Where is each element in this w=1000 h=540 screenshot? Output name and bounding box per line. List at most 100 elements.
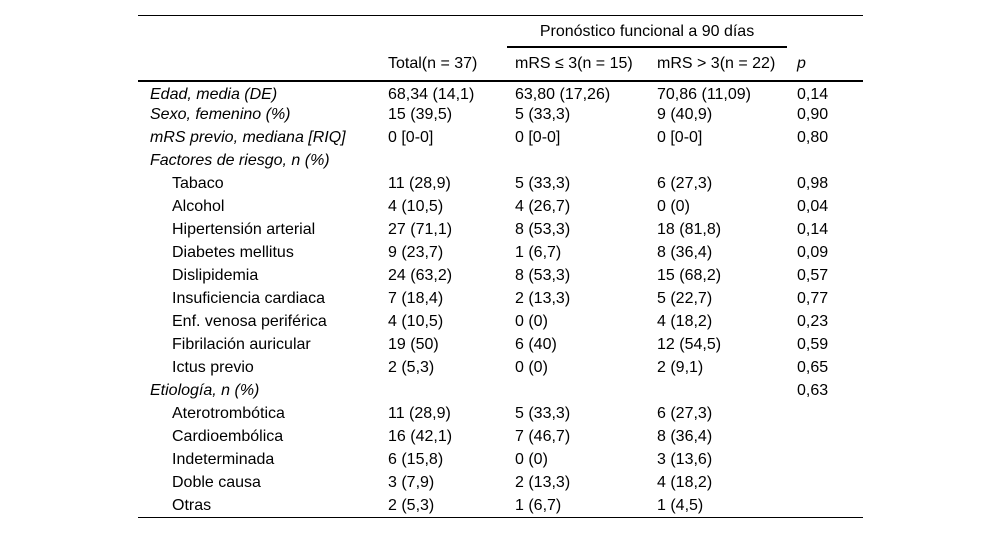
table-row: Cardioembólica 16 (42,1) 7 (46,7) 8 (36,… [138, 426, 863, 449]
cell-mrs-gt-3 [657, 380, 797, 403]
cell-p [797, 472, 863, 495]
cell-p [797, 449, 863, 472]
spanner-spacer-right [797, 16, 863, 48]
cell-p [797, 495, 863, 518]
cell-mrs-gt-3: 0 (0) [657, 198, 690, 215]
cell-total [388, 150, 515, 173]
row-label: Tabaco [172, 175, 224, 192]
cell-mrs-gt-3 [657, 150, 797, 173]
col-header-mrs-le-3: mRS ≤ 3(n = 15) [515, 47, 657, 82]
cell-p: 0,77 [797, 290, 829, 307]
row-label: Dislipidemia [172, 267, 259, 284]
row-label: Etiología, n (%) [150, 382, 260, 399]
table-header: Pronóstico funcional a 90 días Total(n =… [138, 16, 864, 82]
row-label: Indeterminada [172, 451, 275, 468]
cell-mrs-le-3: 5 (33,3) [515, 106, 571, 123]
cell-mrs-le-3 [515, 380, 657, 403]
table-row: Diabetes mellitus 9 (23,7) 1 (6,7) 8 (36… [138, 242, 863, 265]
cell-mrs-le-3: 2 (13,3) [515, 474, 571, 491]
cell-mrs-gt-3: 1 (4,5) [657, 496, 704, 514]
cell-mrs-le-3: 0 (0) [515, 313, 548, 330]
table-row: Aterotrombótica 11 (28,9) 5 (33,3) 6 (27… [138, 403, 863, 426]
row-label: Enf. venosa periférica [172, 313, 327, 330]
cell-total: 6 (15,8) [388, 451, 444, 468]
cell-p [797, 403, 863, 426]
table-row: Doble causa 3 (7,9) 2 (13,3) 4 (18,2) [138, 472, 863, 495]
cell-mrs-le-3: 5 (33,3) [515, 175, 571, 192]
table-row: Edad, media (DE) 68,34 (14,1) 63,80 (17,… [138, 81, 863, 104]
cell-mrs-gt-3: 15 (68,2) [657, 267, 722, 284]
table-section-row: Etiología, n (%) 0,63 [138, 380, 863, 403]
cell-total: 2 (5,3) [388, 359, 435, 376]
cell-mrs-gt-3: 18 (81,8) [657, 221, 722, 238]
cell-total: 9 (23,7) [388, 244, 444, 261]
cell-mrs-gt-3: 2 (9,1) [657, 359, 704, 376]
spanner-header: Pronóstico funcional a 90 días [507, 23, 788, 48]
cell-mrs-le-3: 0 [0-0] [515, 129, 561, 146]
cell-p: 0,98 [797, 175, 829, 192]
row-label: Factores de riesgo, n (%) [150, 152, 330, 169]
cell-mrs-gt-3: 5 (22,7) [657, 290, 713, 307]
table-row: Insuficiencia cardiaca 7 (18,4) 2 (13,3)… [138, 288, 863, 311]
cell-total: 68,34 (14,1) [388, 85, 475, 103]
cell-mrs-le-3: 5 (33,3) [515, 405, 571, 422]
cell-total: 3 (7,9) [388, 474, 435, 491]
cell-p [797, 150, 863, 173]
cell-mrs-le-3: 8 (53,3) [515, 221, 571, 238]
table-row: Otras 2 (5,3) 1 (6,7) 1 (4,5) [138, 495, 863, 518]
cell-total: 27 (71,1) [388, 221, 453, 238]
cell-mrs-gt-3: 4 (18,2) [657, 313, 713, 330]
cell-p: 0,90 [797, 106, 829, 123]
table-row: Fibrilación auricular 19 (50) 6 (40) 12 … [138, 334, 863, 357]
cell-total: 7 (18,4) [388, 290, 444, 307]
spanner-row: Pronóstico funcional a 90 días [138, 16, 863, 48]
cell-p: 0,14 [797, 85, 829, 103]
table-row: mRS previo, mediana [RIQ] 0 [0-0] 0 [0-0… [138, 127, 863, 150]
row-label: Cardioembólica [172, 428, 284, 445]
cell-total: 11 (28,9) [388, 175, 451, 192]
cell-mrs-gt-3: 0 [0-0] [657, 129, 703, 146]
cell-total: 0 [0-0] [388, 129, 434, 146]
row-label: Aterotrombótica [172, 405, 285, 422]
cell-mrs-gt-3: 3 (13,6) [657, 451, 713, 468]
cell-mrs-le-3: 7 (46,7) [515, 428, 571, 445]
cell-p: 0,14 [797, 221, 829, 238]
cell-p: 0,59 [797, 336, 829, 353]
table-section-row: Factores de riesgo, n (%) [138, 150, 863, 173]
column-header-row: Total(n = 37) mRS ≤ 3(n = 15) mRS > 3(n … [138, 47, 864, 82]
cell-p: 0,80 [797, 129, 829, 146]
col-header-p: p [797, 47, 864, 82]
cell-mrs-le-3: 0 (0) [515, 451, 548, 468]
row-label: Insuficiencia cardiaca [172, 290, 325, 307]
table-body: Edad, media (DE) 68,34 (14,1) 63,80 (17,… [138, 81, 863, 518]
row-label: Fibrilación auricular [172, 336, 311, 353]
row-label: mRS previo, mediana [RIQ] [150, 129, 346, 146]
cell-mrs-gt-3: 8 (36,4) [657, 244, 713, 261]
table-row: Alcohol 4 (10,5) 4 (26,7) 0 (0) 0,04 [138, 196, 863, 219]
cell-mrs-le-3: 4 (26,7) [515, 198, 571, 215]
cell-mrs-le-3: 1 (6,7) [515, 244, 562, 261]
table-row: Enf. venosa periférica 4 (10,5) 0 (0) 4 … [138, 311, 863, 334]
row-label: Hipertensión arterial [172, 221, 316, 238]
table-row: Dislipidemia 24 (63,2) 8 (53,3) 15 (68,2… [138, 265, 863, 288]
cell-total: 19 (50) [388, 336, 439, 353]
cell-mrs-gt-3: 70,86 (11,09) [657, 85, 751, 103]
cell-total: 15 (39,5) [388, 106, 453, 123]
row-label: Sexo, femenino (%) [150, 106, 291, 123]
cell-total: 2 (5,3) [388, 496, 435, 514]
cell-mrs-gt-3: 8 (36,4) [657, 428, 713, 445]
paper-table-region: Pronóstico funcional a 90 días Total(n =… [138, 15, 864, 518]
cell-mrs-le-3: 8 (53,3) [515, 267, 571, 284]
row-label: Diabetes mellitus [172, 244, 294, 261]
row-label: Edad, media (DE) [150, 85, 278, 103]
table-row: Ictus previo 2 (5,3) 0 (0) 2 (9,1) 0,65 [138, 357, 863, 380]
cell-mrs-le-3: 63,80 (17,26) [515, 85, 611, 103]
row-label: Doble causa [172, 474, 261, 491]
cell-total: 16 (42,1) [388, 428, 453, 445]
cell-p: 0,65 [797, 359, 829, 376]
col-header-mrs-gt-3: mRS > 3(n = 22) [657, 47, 798, 82]
cell-p: 0,63 [797, 382, 829, 399]
cell-mrs-gt-3: 6 (27,3) [657, 405, 713, 422]
cell-total: 4 (10,5) [388, 198, 444, 215]
cell-mrs-le-3: 1 (6,7) [515, 496, 562, 514]
